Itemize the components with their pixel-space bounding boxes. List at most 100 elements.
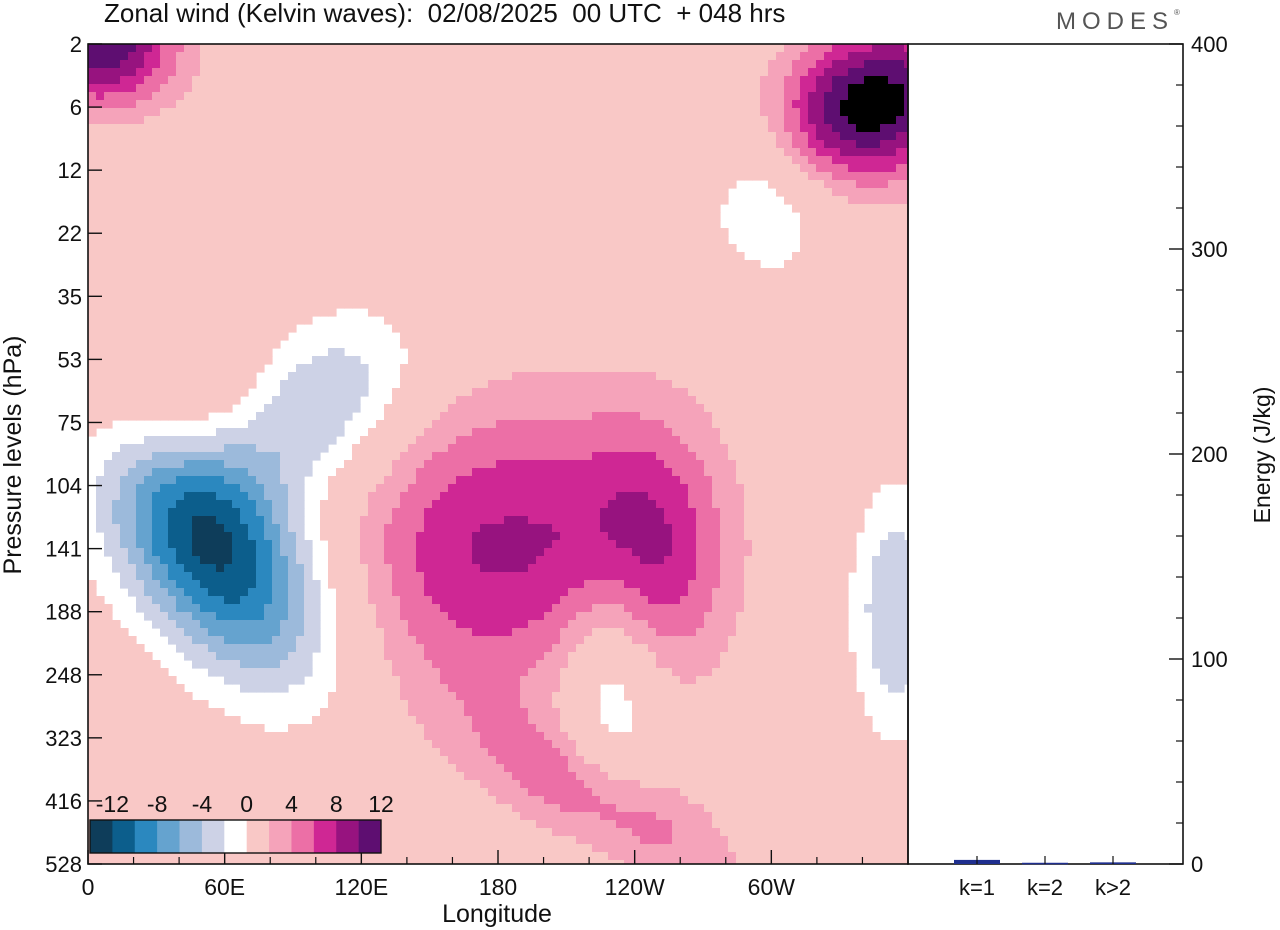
field-cell [768, 140, 777, 149]
field-cell [560, 324, 569, 333]
field-cell [288, 132, 297, 141]
field-cell [776, 332, 785, 341]
field-cell [600, 116, 609, 125]
field-cell [120, 116, 129, 125]
field-cell [264, 404, 273, 413]
field-cell [560, 76, 569, 85]
field-cell [808, 228, 817, 237]
field-cell [464, 348, 473, 357]
field-cell [824, 268, 833, 277]
field-cell [568, 412, 577, 421]
field-cell [216, 228, 225, 237]
field-cell [192, 76, 201, 85]
field-cell [896, 308, 905, 317]
field-cell [704, 276, 713, 285]
field-cell [776, 380, 785, 389]
field-cell [480, 52, 489, 61]
field-cell [296, 300, 305, 309]
field-cell [568, 404, 577, 413]
field-cell [488, 60, 497, 69]
field-cell [752, 76, 761, 85]
field-cell [736, 76, 745, 85]
field-cell [584, 108, 593, 117]
field-cell [720, 420, 729, 429]
field-cell [192, 372, 201, 381]
field-cell [784, 372, 793, 381]
field-cell [352, 220, 361, 229]
field-cell [424, 292, 433, 301]
field-cell [672, 188, 681, 197]
field-cell [192, 196, 201, 205]
field-cell [600, 300, 609, 309]
field-cell [368, 196, 377, 205]
field-cell [552, 332, 561, 341]
field-cell [216, 452, 225, 461]
field-cell [792, 92, 801, 101]
field-cell [624, 412, 633, 421]
field-cell [592, 236, 601, 245]
field-cell [232, 364, 241, 373]
field-cell [328, 132, 337, 141]
field-cell [888, 276, 897, 285]
field-cell [640, 388, 649, 397]
field-cell [168, 276, 177, 285]
field-cell [824, 284, 833, 293]
field-cell [768, 172, 777, 181]
field-cell [328, 356, 337, 365]
field-cell [120, 164, 129, 173]
field-cell [864, 268, 873, 277]
field-cell [768, 292, 777, 301]
field-cell [504, 300, 513, 309]
field-cell [304, 396, 313, 405]
field-cell [184, 100, 193, 109]
field-cell [576, 284, 585, 293]
field-cell [864, 108, 873, 117]
field-cell [400, 140, 409, 149]
field-cell [336, 268, 345, 277]
field-cell [904, 260, 908, 269]
field-cell [592, 292, 601, 301]
field-cell [872, 180, 881, 189]
field-cell [552, 340, 561, 349]
field-cell [360, 268, 369, 277]
field-cell [688, 84, 697, 93]
field-cell [704, 308, 713, 317]
field-cell [600, 156, 609, 165]
field-cell [808, 188, 817, 197]
field-cell [688, 92, 697, 101]
field-cell [104, 396, 113, 405]
field-cell [392, 148, 401, 157]
field-cell [576, 124, 585, 133]
field-cell [496, 332, 505, 341]
field-cell [192, 124, 201, 133]
field-cell [408, 60, 417, 69]
field-cell [376, 148, 385, 157]
field-cell [600, 244, 609, 253]
field-cell [264, 340, 273, 349]
field-cell [496, 428, 505, 437]
field-cell [664, 60, 673, 69]
field-cell [272, 340, 281, 349]
field-cell [296, 196, 305, 205]
field-cell [392, 100, 401, 109]
field-cell [208, 268, 217, 277]
field-cell [240, 124, 249, 133]
field-cell [416, 84, 425, 93]
field-cell [584, 276, 593, 285]
field-cell [456, 188, 465, 197]
field-cell [320, 300, 329, 309]
field-cell [408, 140, 417, 149]
field-cell [184, 332, 193, 341]
field-cell [712, 60, 721, 69]
field-cell [392, 420, 401, 429]
field-cell [728, 92, 737, 101]
field-cell [168, 356, 177, 365]
field-cell [488, 276, 497, 285]
field-cell [88, 180, 97, 189]
field-cell [480, 252, 489, 261]
field-cell [176, 140, 185, 149]
field-cell [840, 52, 849, 61]
field-cell [328, 372, 337, 381]
field-cell [856, 396, 865, 405]
field-cell [736, 356, 745, 365]
